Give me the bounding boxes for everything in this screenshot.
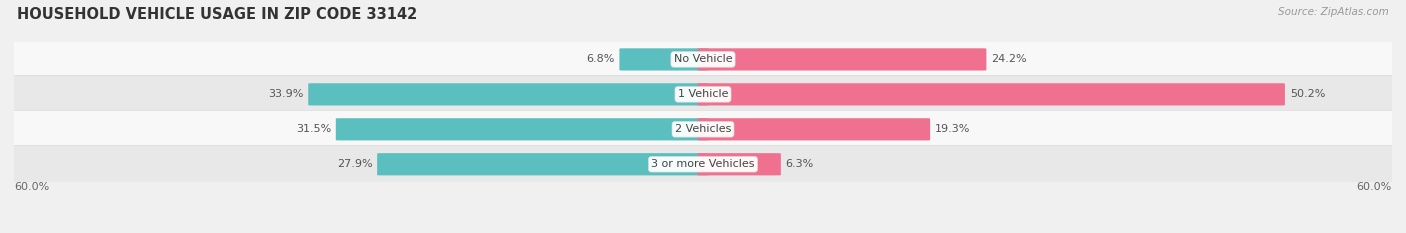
Text: 60.0%: 60.0% <box>1357 182 1392 192</box>
Text: 24.2%: 24.2% <box>991 55 1026 64</box>
Text: 6.3%: 6.3% <box>786 159 814 169</box>
FancyBboxPatch shape <box>697 153 780 175</box>
Text: HOUSEHOLD VEHICLE USAGE IN ZIP CODE 33142: HOUSEHOLD VEHICLE USAGE IN ZIP CODE 3314… <box>17 7 418 22</box>
FancyBboxPatch shape <box>4 145 1402 183</box>
Text: Source: ZipAtlas.com: Source: ZipAtlas.com <box>1278 7 1389 17</box>
Text: 33.9%: 33.9% <box>269 89 304 99</box>
FancyBboxPatch shape <box>4 41 1402 78</box>
FancyBboxPatch shape <box>620 48 709 71</box>
FancyBboxPatch shape <box>4 75 1402 113</box>
FancyBboxPatch shape <box>4 110 1402 148</box>
Text: 27.9%: 27.9% <box>336 159 373 169</box>
Text: No Vehicle: No Vehicle <box>673 55 733 64</box>
Text: 60.0%: 60.0% <box>14 182 49 192</box>
Text: 2 Vehicles: 2 Vehicles <box>675 124 731 134</box>
FancyBboxPatch shape <box>377 153 709 175</box>
Text: 3 or more Vehicles: 3 or more Vehicles <box>651 159 755 169</box>
Text: 6.8%: 6.8% <box>586 55 614 64</box>
FancyBboxPatch shape <box>697 48 987 71</box>
Text: 31.5%: 31.5% <box>295 124 330 134</box>
FancyBboxPatch shape <box>697 118 931 140</box>
Text: 19.3%: 19.3% <box>935 124 970 134</box>
Text: 1 Vehicle: 1 Vehicle <box>678 89 728 99</box>
Text: 50.2%: 50.2% <box>1289 89 1324 99</box>
FancyBboxPatch shape <box>308 83 709 106</box>
FancyBboxPatch shape <box>697 83 1285 106</box>
FancyBboxPatch shape <box>336 118 709 140</box>
